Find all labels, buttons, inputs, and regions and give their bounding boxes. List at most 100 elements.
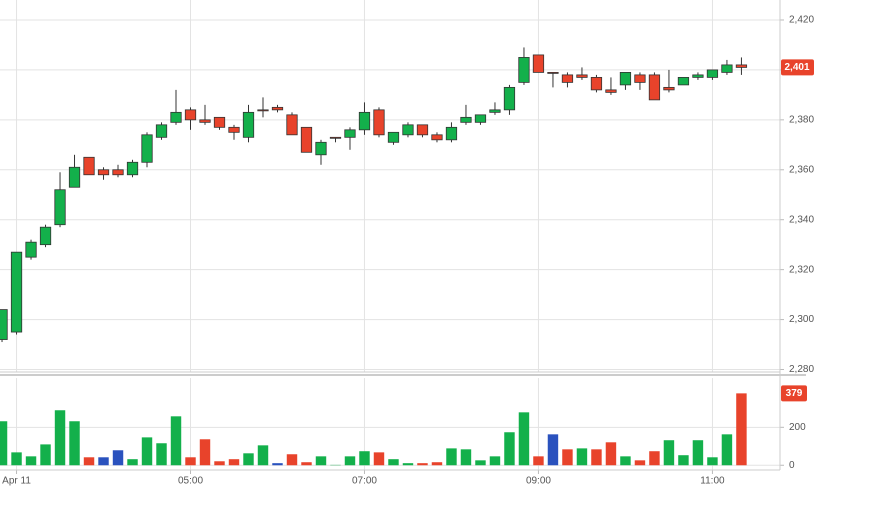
volume-bar (707, 457, 718, 466)
volume-bar (141, 437, 153, 466)
volume-bar (112, 450, 124, 466)
candle-body (170, 111, 182, 123)
y-tick-label: 2,320 (789, 264, 814, 275)
volume-bar (373, 452, 385, 466)
candle-body (344, 129, 356, 138)
candle-body (576, 74, 588, 78)
volume-bar (649, 451, 660, 466)
candle-body (387, 131, 400, 143)
x-tick-label: 05:00 (178, 476, 203, 487)
x-tick-label: 11:00 (700, 476, 725, 487)
candle-body (25, 241, 37, 258)
candle-body (634, 74, 646, 83)
y-tick-label: 2,300 (789, 314, 814, 325)
last-volume-label: 379 (786, 388, 803, 399)
candle-body (0, 309, 8, 340)
y-tick-label: 2,280 (789, 364, 814, 375)
candle-body (460, 116, 472, 123)
candle-body (402, 124, 414, 136)
volume-bar (170, 416, 182, 466)
candle-body (503, 86, 516, 111)
volume-bar (156, 443, 167, 466)
volume-bar (127, 459, 138, 466)
volume-bar (678, 455, 689, 466)
candle-body (547, 72, 559, 74)
volume-bar (576, 448, 588, 466)
volume-bar (402, 463, 414, 466)
volume-bar (620, 456, 631, 466)
candle-body (648, 74, 661, 101)
volume-bar (257, 445, 269, 466)
volume-bar (98, 457, 109, 466)
volume-bar (533, 456, 544, 466)
candle-body (97, 169, 110, 176)
volume-bar (446, 448, 457, 466)
volume-bar (25, 456, 37, 466)
volume-bar (460, 449, 472, 466)
volume-bar (69, 421, 80, 466)
volume-bar (721, 434, 733, 466)
volume-bar (417, 463, 428, 466)
volume-bar (591, 449, 602, 466)
candle-body (83, 156, 95, 176)
candle-body (721, 64, 733, 73)
volume-bar (185, 457, 196, 466)
candle-body (706, 69, 719, 78)
candle-body (199, 119, 211, 123)
volume-bar (475, 460, 486, 466)
candle-body (10, 251, 23, 333)
candle-body (358, 111, 371, 131)
candle-body (590, 76, 603, 91)
volume-bar (431, 462, 443, 466)
candle-body (68, 166, 81, 188)
candle-body (373, 109, 385, 136)
candle-body (619, 72, 632, 86)
candle-body (489, 109, 501, 113)
volume-bar (243, 453, 254, 466)
volume-bar (344, 456, 356, 466)
y-tick-label: 200 (789, 422, 806, 433)
volume-bar (692, 440, 704, 466)
volume-bar (315, 456, 327, 466)
candle-body (416, 124, 429, 136)
candle-body (532, 54, 545, 73)
last-price-tag (781, 59, 814, 76)
candle-body (315, 141, 327, 156)
candle-body (242, 111, 255, 138)
candle-body (329, 136, 342, 139)
volume-bar (663, 440, 675, 466)
volume-bar (518, 412, 530, 466)
y-tick-label: 2,380 (789, 114, 814, 125)
volume-bar (11, 452, 22, 466)
candle-body (213, 116, 226, 128)
candle-body (561, 74, 574, 83)
volume-bar (40, 444, 51, 466)
volume-bar (272, 463, 283, 466)
volume-bar (54, 410, 66, 466)
plot-area (0, 0, 780, 470)
candle-body (112, 169, 124, 176)
candle-body (692, 74, 704, 78)
volume-bar (214, 461, 225, 466)
volume-bar (634, 460, 646, 466)
volume-bar (83, 457, 95, 466)
x-tick-label: Apr 11 (2, 476, 31, 487)
candle-body (677, 76, 690, 86)
volume-bar (286, 454, 298, 466)
volume-bar (504, 432, 515, 466)
candle-body (155, 124, 168, 138)
volume-bar (388, 459, 399, 466)
volume-bar (562, 449, 573, 466)
candle-body (126, 161, 139, 176)
candle-body (431, 134, 443, 141)
candle-body (39, 226, 52, 246)
volume-bar (301, 462, 312, 466)
candle-body (54, 189, 66, 226)
volume-bar (605, 442, 617, 466)
candle-body (141, 134, 153, 163)
volume-bar (547, 434, 559, 466)
candle-body (474, 114, 487, 123)
candle-body (184, 109, 197, 121)
